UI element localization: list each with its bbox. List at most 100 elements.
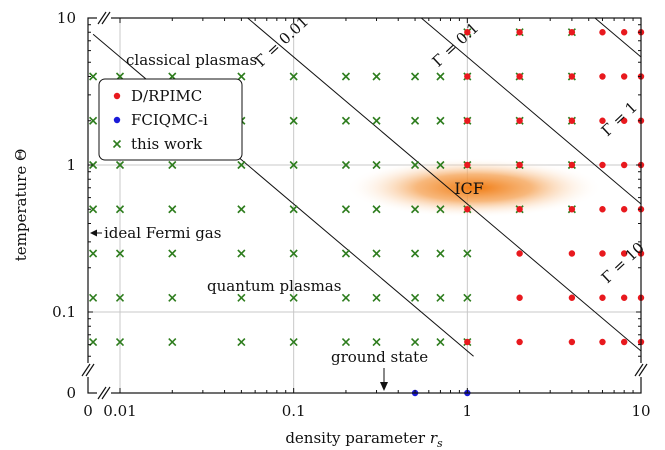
x-axis-label: density parameter rs bbox=[285, 429, 443, 450]
dot-marker bbox=[464, 117, 471, 124]
cross-marker bbox=[341, 293, 351, 302]
cross-marker bbox=[89, 249, 98, 258]
cross-marker bbox=[289, 249, 298, 258]
dot-marker bbox=[568, 206, 576, 213]
cross-marker bbox=[289, 293, 298, 302]
cross-marker bbox=[410, 116, 420, 125]
dot-marker bbox=[568, 161, 576, 169]
dot-marker bbox=[568, 117, 576, 124]
dot-marker bbox=[568, 73, 576, 80]
cross-marker bbox=[89, 72, 98, 81]
ideal-fermi-gas-label: ideal Fermi gas bbox=[104, 224, 221, 242]
dot-marker bbox=[620, 338, 628, 346]
ideal-fermi-arrowhead bbox=[90, 229, 97, 237]
gamma-label: Γ = 0.01 bbox=[252, 12, 312, 70]
y-tick-label: 0.1 bbox=[52, 303, 76, 321]
x-axis-break bbox=[97, 11, 111, 25]
x-axis-break bbox=[97, 386, 111, 400]
cross-marker bbox=[168, 337, 177, 347]
cross-marker bbox=[341, 160, 351, 170]
cross-marker bbox=[89, 160, 98, 170]
dot-marker bbox=[620, 161, 628, 169]
cross-marker bbox=[237, 249, 246, 258]
dot-marker bbox=[568, 250, 576, 257]
y-axis-label: temperature Θ bbox=[12, 149, 30, 262]
cross-marker bbox=[168, 249, 177, 258]
x-tick-label: 0.1 bbox=[282, 402, 306, 420]
cross-marker bbox=[168, 160, 177, 170]
cross-marker bbox=[436, 293, 445, 302]
cross-marker bbox=[341, 205, 351, 214]
y-tick-label: 1 bbox=[66, 156, 76, 174]
cross-marker bbox=[410, 72, 420, 81]
dot-marker bbox=[599, 294, 606, 301]
dot-marker bbox=[599, 338, 606, 346]
y-tick-label: 0 bbox=[66, 384, 76, 402]
dot-marker bbox=[568, 294, 576, 301]
cross-marker bbox=[115, 249, 125, 258]
cross-marker bbox=[372, 337, 381, 347]
cross-marker bbox=[237, 160, 246, 170]
legend-label: this work bbox=[131, 135, 203, 153]
cross-marker bbox=[89, 116, 98, 125]
cross-marker bbox=[410, 249, 420, 258]
dot-marker bbox=[464, 73, 471, 80]
cross-marker bbox=[168, 205, 177, 214]
dot-marker bbox=[620, 29, 628, 36]
cross-marker bbox=[115, 205, 125, 214]
gamma-line bbox=[247, 17, 642, 352]
cross-marker bbox=[237, 293, 246, 302]
dot-marker bbox=[599, 206, 606, 213]
cross-marker bbox=[372, 293, 381, 302]
cross-marker bbox=[463, 249, 472, 258]
cross-marker bbox=[115, 337, 125, 347]
legend-dot-marker bbox=[113, 116, 121, 124]
cross-marker bbox=[410, 337, 420, 347]
dot-marker bbox=[464, 29, 471, 36]
gamma-label: Γ = 10 bbox=[598, 239, 648, 287]
cross-marker bbox=[436, 72, 445, 81]
dot-marker bbox=[568, 29, 576, 36]
dot-marker bbox=[620, 73, 628, 80]
legend-label: FCIQMC-i bbox=[131, 111, 208, 129]
ground-state-label: ground state bbox=[331, 348, 428, 366]
x-tick-label: 0 bbox=[83, 402, 93, 420]
cross-marker bbox=[410, 293, 420, 302]
cross-marker bbox=[436, 249, 445, 258]
dot-marker bbox=[620, 117, 628, 124]
x-tick-label: 10 bbox=[631, 402, 650, 420]
cross-marker bbox=[372, 205, 381, 214]
cross-marker bbox=[237, 337, 246, 347]
cross-marker bbox=[436, 160, 445, 170]
cross-marker bbox=[436, 205, 445, 214]
dot-marker bbox=[516, 117, 523, 124]
cross-marker bbox=[289, 160, 298, 170]
cross-marker bbox=[341, 337, 351, 347]
legend-cross-marker bbox=[112, 139, 122, 149]
cross-marker bbox=[463, 293, 472, 302]
dot-marker bbox=[568, 338, 576, 346]
cross-marker bbox=[341, 249, 351, 258]
y-axis-break bbox=[634, 363, 648, 377]
quantum-plasmas-label: quantum plasmas bbox=[207, 277, 341, 295]
dot-marker bbox=[599, 73, 606, 80]
dot-marker bbox=[464, 206, 471, 213]
dot-marker bbox=[516, 294, 523, 301]
cross-marker bbox=[372, 72, 381, 81]
dot-marker bbox=[599, 250, 606, 257]
dot-marker bbox=[464, 161, 471, 169]
data-points bbox=[89, 28, 645, 397]
cross-marker bbox=[115, 293, 125, 302]
dot-marker bbox=[464, 338, 471, 346]
legend-label: D/RPIMC bbox=[131, 87, 202, 105]
dot-marker bbox=[599, 117, 606, 124]
cross-marker bbox=[341, 72, 351, 81]
icf-region bbox=[345, 157, 603, 218]
gamma-line bbox=[594, 17, 642, 58]
cross-marker bbox=[289, 337, 298, 347]
cross-marker bbox=[89, 293, 98, 302]
classical-plasmas-label: classical plasmas bbox=[126, 51, 257, 69]
legend: D/RPIMC FCIQMC-i this work bbox=[98, 78, 243, 161]
y-axis-break bbox=[81, 363, 95, 377]
